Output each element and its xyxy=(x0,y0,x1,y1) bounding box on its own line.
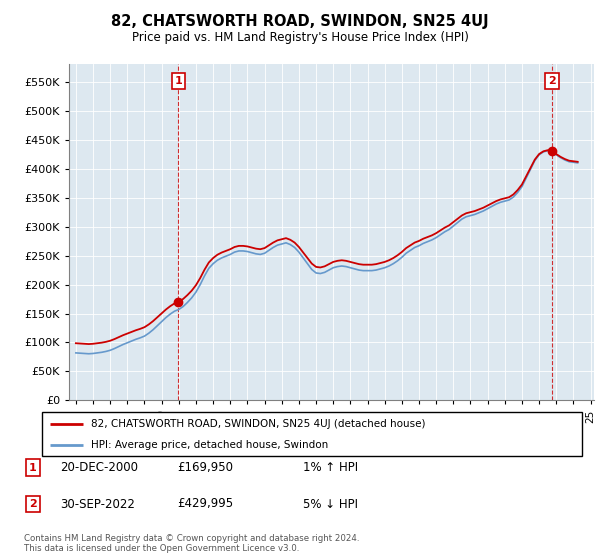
Text: 20-DEC-2000: 20-DEC-2000 xyxy=(60,461,138,474)
Text: 82, CHATSWORTH ROAD, SWINDON, SN25 4UJ (detached house): 82, CHATSWORTH ROAD, SWINDON, SN25 4UJ (… xyxy=(91,419,425,429)
Text: 1% ↑ HPI: 1% ↑ HPI xyxy=(303,461,358,474)
Text: Price paid vs. HM Land Registry's House Price Index (HPI): Price paid vs. HM Land Registry's House … xyxy=(131,31,469,44)
Text: HPI: Average price, detached house, Swindon: HPI: Average price, detached house, Swin… xyxy=(91,440,328,450)
Text: 2: 2 xyxy=(548,76,556,86)
Text: 1: 1 xyxy=(29,463,37,473)
Text: £169,950: £169,950 xyxy=(177,461,233,474)
Text: Contains HM Land Registry data © Crown copyright and database right 2024.: Contains HM Land Registry data © Crown c… xyxy=(24,534,359,543)
Text: 1: 1 xyxy=(175,76,182,86)
Text: £429,995: £429,995 xyxy=(177,497,233,511)
Text: 2: 2 xyxy=(29,499,37,509)
Text: 82, CHATSWORTH ROAD, SWINDON, SN25 4UJ: 82, CHATSWORTH ROAD, SWINDON, SN25 4UJ xyxy=(111,14,489,29)
Text: This data is licensed under the Open Government Licence v3.0.: This data is licensed under the Open Gov… xyxy=(24,544,299,553)
Text: 5% ↓ HPI: 5% ↓ HPI xyxy=(303,497,358,511)
FancyBboxPatch shape xyxy=(42,412,582,456)
Text: 30-SEP-2022: 30-SEP-2022 xyxy=(60,497,135,511)
